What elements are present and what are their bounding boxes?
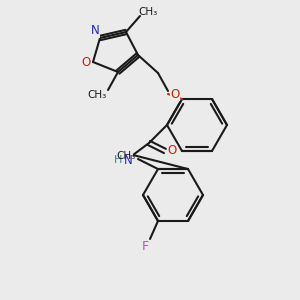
Text: F: F — [141, 241, 148, 254]
Text: O: O — [167, 145, 177, 158]
Text: CH₃: CH₃ — [138, 7, 158, 17]
Text: CH₃: CH₃ — [87, 90, 106, 100]
Text: CH₃: CH₃ — [116, 151, 136, 161]
Text: O: O — [81, 56, 91, 68]
Text: O: O — [170, 88, 180, 100]
Text: N: N — [91, 25, 99, 38]
Text: H: H — [114, 155, 122, 165]
Text: N: N — [124, 154, 132, 166]
